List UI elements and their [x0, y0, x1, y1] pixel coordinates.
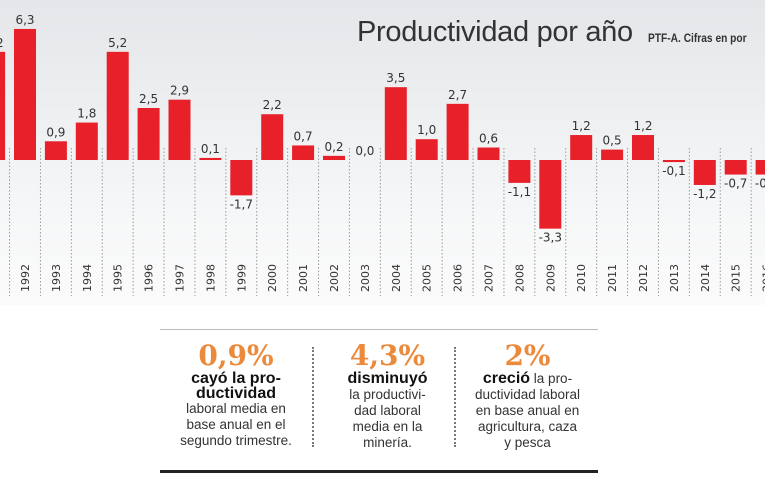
year-label-1994: 1994 [81, 264, 94, 292]
bar-2000 [261, 114, 284, 160]
stat-text: la productivi-dad laboral media en la mine… [349, 387, 426, 450]
data-label-2006: 2,7 [448, 88, 467, 102]
bar-2016 [755, 160, 765, 175]
year-label-1998: 1998 [204, 264, 217, 292]
bar-1992 [14, 28, 36, 161]
bar-2007 [477, 147, 500, 160]
data-label-2014: -1,2 [693, 187, 716, 201]
data-label-1991: 5,2 [0, 36, 4, 50]
year-label-2002: 2002 [328, 264, 341, 292]
bar-2004 [384, 87, 407, 160]
data-label-1994: 1,8 [77, 107, 96, 121]
bar-2010 [570, 135, 593, 160]
year-label-2004: 2004 [390, 264, 403, 292]
year-label-2000: 2000 [266, 264, 279, 292]
bar-2011 [601, 149, 624, 160]
year-label-2016: 2016 [761, 264, 765, 292]
data-label-2012: 1,2 [633, 119, 652, 133]
separator [312, 347, 314, 447]
data-label-2008: -1,1 [508, 185, 531, 199]
year-label-2001: 2001 [297, 264, 310, 292]
year-label-2010: 2010 [575, 264, 588, 292]
stat-3: 2% creció la pro-ductividad laboral en ba… [460, 341, 595, 451]
stat-1: 0,9% cayó la pro-ductividad laboral medi… [170, 341, 302, 449]
chart-area: 5,2 1991 6,3 1992 0,9 1993 1,8 1994 5,2 1995 2,5 19… [0, 0, 765, 305]
data-label-1998: 0,1 [201, 142, 220, 156]
year-label-2008: 2008 [513, 264, 526, 292]
data-label-1996: 2,5 [139, 92, 158, 106]
stat-2: 4,3% disminuyó la productivi-dad laboral… [330, 341, 445, 451]
year-label-1992: 1992 [19, 264, 32, 292]
year-label-2015: 2015 [730, 264, 743, 292]
bar-2006 [446, 103, 469, 160]
year-label-1999: 1999 [235, 264, 248, 292]
bar-2001 [292, 145, 315, 160]
year-label-2012: 2012 [637, 264, 650, 292]
bar-2014 [693, 160, 716, 185]
bar-1999 [230, 160, 253, 196]
year-label-1991: 1991 [0, 264, 1, 292]
year-label-2009: 2009 [544, 264, 557, 292]
stat-bold-text: disminuyó [347, 370, 428, 387]
year-label-1997: 1997 [174, 264, 187, 292]
divider [160, 470, 598, 473]
bar-1991 [0, 51, 6, 161]
bar-1995 [106, 51, 129, 161]
data-label-2016: -0,7 [755, 177, 765, 191]
stat-value: 2% [504, 339, 551, 372]
bar-1997 [168, 99, 191, 160]
data-label-1997: 2,9 [170, 84, 189, 98]
bar-2008 [508, 160, 531, 183]
data-label-2015: -0,7 [724, 177, 747, 191]
bar-1998 [199, 157, 222, 160]
stats-panel: 0,9% cayó la pro-ductividad laboral medi… [160, 329, 598, 473]
data-label-1999: -1,7 [230, 197, 253, 211]
data-label-1992: 6,3 [15, 13, 34, 27]
year-label-2003: 2003 [359, 264, 372, 292]
stat-value: 0,9% [198, 339, 274, 372]
stat-bold-text: cayó la pro-ductividad [191, 370, 281, 402]
stat-text: laboral media en base anual en el segundo … [180, 401, 292, 448]
year-label-2007: 2007 [483, 264, 496, 292]
data-label-2000: 2,2 [263, 98, 282, 112]
data-label-2005: 1,0 [417, 123, 436, 137]
bar-2012 [632, 135, 654, 160]
year-label-2013: 2013 [668, 264, 681, 292]
year-label-2014: 2014 [699, 264, 712, 292]
data-label-1993: 0,9 [46, 125, 65, 139]
year-label-1995: 1995 [112, 264, 125, 292]
data-label-2009: -3,3 [539, 231, 562, 245]
separator [454, 347, 456, 447]
data-label-2010: 1,2 [572, 119, 591, 133]
bar-chart: 5,2 1991 6,3 1992 0,9 1993 1,8 1994 5,2 1995 2,5 19… [0, 13, 765, 296]
divider [160, 329, 598, 330]
data-label-2004: 3,5 [386, 71, 405, 85]
year-label-2005: 2005 [421, 264, 434, 292]
bar-2013 [662, 160, 685, 163]
bar-1996 [137, 108, 160, 160]
data-label-2003: 0,0 [355, 144, 374, 158]
chart-subtitle: PTF-A. Cifras en por [648, 31, 747, 45]
data-label-2011: 0,5 [603, 134, 622, 148]
data-label-1995: 5,2 [108, 36, 127, 50]
stat-text: creció la pro-ductividad laboral en base … [474, 370, 581, 451]
bar-1994 [75, 122, 98, 160]
data-label-2001: 0,7 [294, 129, 313, 143]
bar-2005 [415, 139, 438, 160]
year-label-2006: 2006 [452, 264, 465, 292]
data-label-2002: 0,2 [324, 140, 343, 154]
bar-2009 [539, 160, 562, 229]
data-label-2007: 0,6 [479, 132, 498, 146]
chart-title: Productividad por año [357, 16, 633, 48]
year-label-1996: 1996 [143, 264, 156, 292]
year-label-2011: 2011 [606, 264, 619, 292]
year-label-1993: 1993 [50, 264, 63, 292]
data-label-2013: -0,1 [662, 164, 685, 178]
bar-2015 [724, 160, 747, 175]
bar-2002 [323, 155, 345, 160]
stat-value: 4,3% [349, 339, 426, 372]
bar-1993 [44, 141, 67, 160]
